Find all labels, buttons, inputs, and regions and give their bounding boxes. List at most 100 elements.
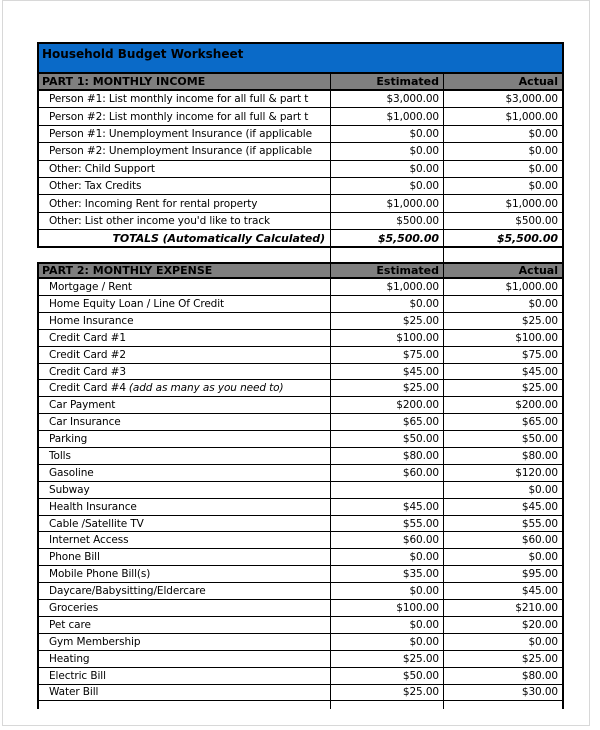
- expense-row: Tolls $80.00 $80.00: [37, 448, 564, 465]
- part2-actual-column-header: Actual: [443, 264, 562, 278]
- actual-value: $1,000.00: [443, 195, 562, 212]
- actual-value: $55.00: [443, 515, 562, 532]
- row-label: Mobile Phone Bill(s): [49, 568, 151, 581]
- expense-rows-container: Mortgage / Rent $1,000.00 $1,000.00 Home Eq…: [37, 279, 564, 702]
- estimated-value: $200.00: [330, 397, 443, 414]
- row-label: Mortgage / Rent: [49, 281, 132, 294]
- expense-row: Subway $0.00: [37, 481, 564, 499]
- actual-value: $200.00: [443, 397, 562, 414]
- row-label: Water Bill: [49, 686, 99, 699]
- estimated-value: $100.00: [330, 600, 443, 616]
- estimated-value: $60.00: [330, 532, 443, 549]
- row-label: Credit Card #3: [49, 365, 126, 378]
- budget-worksheet-table: Household Budget Worksheet PART 1: MONTH…: [37, 42, 564, 710]
- row-label: Daycare/Babysitting/Eldercare: [49, 585, 206, 598]
- part1-header-row: PART 1: MONTHLY INCOME Estimated Actual: [37, 74, 564, 91]
- totals-label: TOTALS (Automatically Calculated): [112, 231, 326, 245]
- row-label: Electric Bill: [49, 669, 106, 682]
- actual-value: $20.00: [443, 616, 562, 633]
- income-rows-container: Person #1: List monthly income for all f…: [37, 91, 564, 231]
- expense-row: Parking $50.00 $50.00: [37, 431, 564, 449]
- row-label: Gym Membership: [49, 635, 141, 648]
- part2-header-row: PART 2: MONTHLY EXPENSE Estimated Actual: [37, 262, 564, 280]
- expense-row: Credit Card #2 $75.00 $75.00: [37, 346, 564, 364]
- estimated-value: $0.00: [330, 616, 443, 633]
- estimated-value: $0.00: [330, 549, 443, 566]
- estimated-value: $0.00: [330, 296, 443, 312]
- actual-value: $0.00: [443, 125, 562, 143]
- income-row: Person #2: List monthly income for all f…: [37, 108, 564, 126]
- row-label: Credit Card #2: [49, 348, 126, 361]
- income-totals-row: TOTALS (Automatically Calculated) $5,500…: [37, 230, 564, 249]
- row-label: Gasoline: [49, 466, 94, 479]
- expense-row: Gym Membership $0.00 $0.00: [37, 633, 564, 651]
- expense-row: Home Equity Loan / Line Of Credit $0.00 $0…: [37, 296, 564, 313]
- expense-row: Gasoline $60.00 $120.00: [37, 464, 564, 482]
- estimated-value: $25.00: [330, 312, 443, 329]
- actual-value: $25.00: [443, 650, 562, 667]
- actual-value: $30.00: [443, 684, 562, 701]
- actual-value: $100.00: [443, 329, 562, 346]
- row-label: Health Insurance: [49, 500, 137, 513]
- expense-row: Car Payment $200.00 $200.00: [37, 397, 564, 415]
- row-label: Internet Access: [49, 534, 129, 547]
- actual-value: $0.00: [443, 481, 562, 498]
- row-label: Pet care: [49, 618, 91, 631]
- estimated-value: $0.00: [330, 583, 443, 600]
- estimated-value: $0.00: [330, 177, 443, 195]
- estimated-value: $45.00: [330, 363, 443, 380]
- actual-value: $25.00: [443, 312, 562, 329]
- estimated-value: $25.00: [330, 650, 443, 667]
- expense-row: Home Insurance $25.00 $25.00: [37, 312, 564, 330]
- part2-section-label: PART 2: MONTHLY EXPENSE: [42, 264, 213, 278]
- expense-row: Groceries $100.00 $210.00: [37, 600, 564, 617]
- expense-row: Car Insurance $65.00 $65.00: [37, 414, 564, 432]
- expense-row: Credit Card #3 $45.00 $45.00: [37, 363, 564, 381]
- actual-value: $210.00: [443, 600, 562, 616]
- row-label: Home Insurance: [49, 314, 134, 327]
- estimated-value: $75.00: [330, 346, 443, 363]
- estimated-value: $1,000.00: [330, 279, 443, 296]
- row-label: Home Equity Loan / Line Of Credit: [49, 297, 225, 310]
- expense-row: Pet care $0.00 $20.00: [37, 616, 564, 634]
- estimated-value: $50.00: [330, 431, 443, 448]
- actual-value: $75.00: [443, 346, 562, 363]
- estimated-value: $25.00: [330, 684, 443, 701]
- expense-row: Credit Card #1 $100.00 $100.00: [37, 329, 564, 347]
- actual-value: $500.00: [443, 212, 562, 230]
- estimated-value: $0.00: [330, 125, 443, 143]
- expense-row: Credit Card #4 (add as many as you need t…: [37, 380, 564, 398]
- actual-value: $0.00: [443, 549, 562, 566]
- spacer-cell: [443, 248, 562, 263]
- estimated-value: $80.00: [330, 448, 443, 464]
- row-label-note: (add as many as you need to): [128, 382, 284, 395]
- actual-value: $60.00: [443, 532, 562, 549]
- totals-actual-value: $5,500.00: [443, 230, 562, 247]
- cut-off-cell: [330, 701, 443, 710]
- part1-section-label: PART 1: MONTHLY INCOME: [42, 75, 206, 88]
- estimated-value: $1,000.00: [330, 108, 443, 125]
- estimated-value: $50.00: [330, 667, 443, 684]
- worksheet-title-bar: Household Budget Worksheet: [37, 42, 564, 74]
- estimated-value: $25.00: [330, 380, 443, 397]
- estimated-value: $0.00: [330, 143, 443, 160]
- actual-value: $45.00: [443, 363, 562, 380]
- actual-value: $0.00: [443, 177, 562, 195]
- section-spacer-row: [37, 248, 564, 263]
- row-label: Other: Child Support: [49, 162, 155, 175]
- expense-row: Mobile Phone Bill(s) $35.00 $95.00: [37, 566, 564, 584]
- estimated-value: $3,000.00: [330, 91, 443, 108]
- actual-value: $0.00: [443, 296, 562, 312]
- estimated-value: $0.00: [330, 633, 443, 650]
- expense-row: Electric Bill $50.00 $80.00: [37, 667, 564, 685]
- row-label: Person #2: List monthly income for all f…: [49, 110, 309, 123]
- actual-value: $1,000.00: [443, 108, 562, 125]
- actual-value: $0.00: [443, 143, 562, 160]
- actual-value: $25.00: [443, 380, 562, 397]
- actual-value: $120.00: [443, 464, 562, 481]
- row-label: Heating: [49, 652, 90, 665]
- spacer-cell: [330, 248, 443, 263]
- estimated-value: [330, 481, 443, 498]
- row-label: Other: Incoming Rent for rental property: [49, 197, 258, 210]
- income-row: Other: Incoming Rent for rental property…: [37, 195, 564, 213]
